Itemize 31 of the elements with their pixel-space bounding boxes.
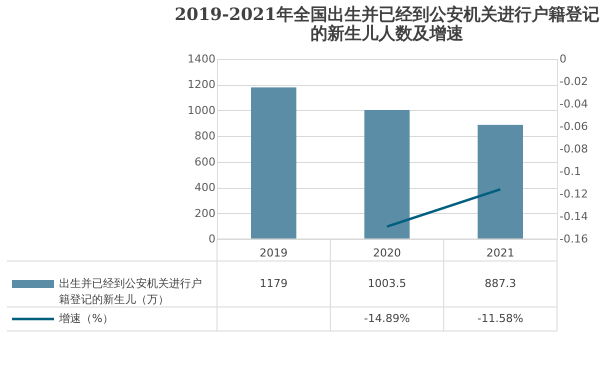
y-tick-label: 200: [194, 206, 216, 220]
y-tick-label: 1200: [188, 78, 216, 92]
chart-title: 2019-2021年全国出生并已经到公安机关进行户籍登记的新生儿人数及增速: [174, 5, 600, 44]
x-tick-label: 2019: [260, 246, 288, 260]
y-tick-label: 600: [194, 155, 216, 168]
y-tick-label: 1400: [188, 52, 216, 66]
bar: [364, 110, 410, 239]
data-label: 1179: [260, 277, 288, 290]
data-label: 1003.5: [368, 277, 406, 290]
y-tick-label: 0: [208, 232, 216, 246]
y2-tick-label: -0.02: [560, 75, 588, 88]
y2-tick-label: -0.04: [560, 98, 588, 110]
data-label: -11.58%: [477, 312, 524, 325]
y2-tick-label: -0.14: [560, 210, 588, 223]
legend-label: 增速（%）: [58, 312, 114, 325]
y2-tick-label: 0: [560, 52, 566, 66]
y-tick-label: 800: [194, 130, 216, 143]
y2-tick-label: -0.16: [560, 232, 588, 246]
x-tick-label: 2020: [373, 246, 401, 260]
y2-tick-label: -0.1: [560, 165, 581, 178]
y2-tick-label: -0.12: [560, 188, 588, 200]
y-tick-label: 1000: [188, 104, 216, 117]
data-label: 887.3: [484, 277, 516, 290]
bar: [478, 124, 523, 239]
legend-label: 出生并已经到公安机关进行户籍登记的新生儿（万）: [59, 277, 202, 306]
x-tick-label: 2021: [486, 246, 514, 260]
y2-tick-label: -0.06: [560, 120, 588, 133]
y-tick-label: 400: [194, 181, 216, 194]
y2-tick-label: -0.08: [560, 142, 588, 156]
bar: [251, 87, 296, 239]
data-label: -14.89%: [364, 312, 410, 325]
